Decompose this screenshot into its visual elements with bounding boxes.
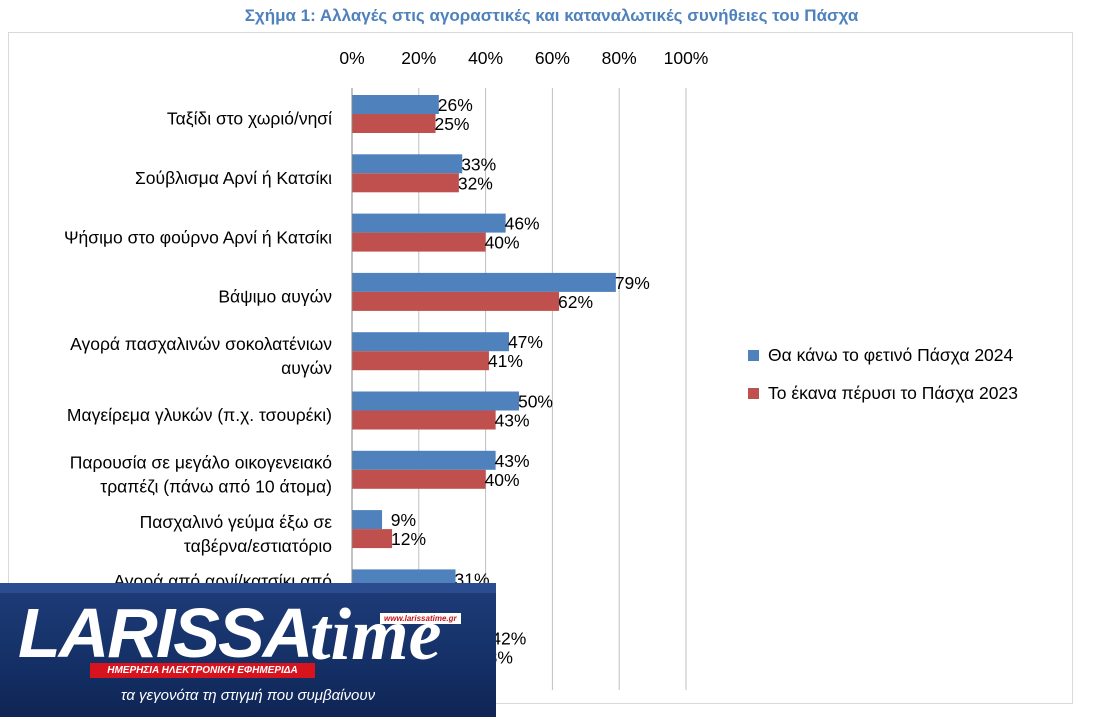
category-label: Παρουσία σε μεγάλο οικογενειακό bbox=[70, 452, 332, 472]
legend-label-2024: Θα κάνω το φετινό Πάσχα 2024 bbox=[768, 344, 1014, 365]
category-label: Σούβλισμα Αρνί ή Κατσίκι bbox=[135, 168, 332, 188]
category-label: αυγών bbox=[281, 358, 332, 378]
logo-url: www.larissatime.gr bbox=[380, 613, 461, 624]
data-label: 47% bbox=[508, 332, 543, 352]
x-tick-label: 60% bbox=[535, 48, 570, 68]
bar-2023 bbox=[352, 410, 496, 430]
data-label: 42% bbox=[491, 629, 526, 649]
data-label: 32% bbox=[458, 173, 493, 193]
legend-item-2024: Θα κάνω το φετινό Πάσχα 2024 bbox=[748, 336, 1018, 374]
bar-2024 bbox=[352, 154, 463, 174]
bar-2023 bbox=[352, 114, 436, 133]
bar-2024 bbox=[352, 391, 519, 411]
chart-legend: Θα κάνω το φετινό Πάσχα 2024 Το έκανα πέ… bbox=[748, 336, 1018, 412]
bar-2024 bbox=[352, 213, 506, 233]
data-label: 40% bbox=[485, 233, 520, 253]
category-label: Ψήσιμο στο φούρνο Αρνί ή Κατσίκι bbox=[64, 227, 332, 247]
logo-wordmark-accent: time bbox=[310, 594, 442, 676]
logo-tagline: τα γεγονότα τη στιγμή που συμβαίνουν bbox=[120, 687, 376, 704]
chart-frame bbox=[8, 32, 1073, 704]
category-label: Μαγείρεμα γλυκών (π.χ. τσουρέκι) bbox=[67, 405, 332, 425]
data-label: 46% bbox=[505, 214, 540, 234]
category-label: τραπέζι (πάνω από 10 άτομα) bbox=[100, 476, 332, 496]
logo-subtitle: ΗΜΕΡΗΣΙΑ ΗΛΕΚΤΡΟΝΙΚΗ ΕΦΗΜΕΡΙΔΑ bbox=[90, 663, 315, 678]
bar-2023 bbox=[352, 529, 393, 549]
category-label: Αγορά πασχαλινών σοκολατένιων bbox=[70, 334, 332, 354]
data-label: 79% bbox=[615, 273, 650, 293]
bar-2024 bbox=[352, 272, 616, 292]
category-label: Βάψιμο αυγών bbox=[218, 287, 332, 307]
bar-2023 bbox=[352, 173, 459, 193]
larissatime-logo-banner[interactable]: LARISSA time www.larissatime.gr ΗΜΕΡΗΣΙΑ… bbox=[0, 583, 496, 717]
category-label: ταβέρνα/εστιατόριο bbox=[184, 536, 332, 556]
data-label: 62% bbox=[558, 292, 593, 312]
chart-title: Σχήμα 1: Αλλαγές στις αγοραστικές και κα… bbox=[244, 6, 859, 25]
category-label: Πασχαλινό γεύμα έξω σε bbox=[140, 512, 333, 532]
data-label: 25% bbox=[434, 114, 469, 134]
data-label: 43% bbox=[495, 451, 530, 471]
bar-2023 bbox=[352, 232, 486, 252]
data-label: 12% bbox=[391, 529, 426, 549]
legend-item-2023: Το έκανα πέρυσι το Πάσχα 2023 bbox=[748, 374, 1018, 412]
logo-top-bar bbox=[0, 583, 496, 593]
bar-2023 bbox=[352, 291, 560, 311]
data-label: 41% bbox=[488, 351, 523, 371]
data-label: 43% bbox=[495, 411, 530, 431]
bar-2024 bbox=[352, 95, 439, 114]
legend-swatch-2024 bbox=[748, 349, 759, 361]
bar-2024 bbox=[352, 450, 496, 470]
data-label: 40% bbox=[485, 470, 520, 490]
x-tick-label: 0% bbox=[339, 48, 364, 68]
bar-2023 bbox=[352, 351, 489, 371]
data-label: 9% bbox=[391, 510, 416, 530]
bar-2023 bbox=[352, 469, 486, 489]
legend-label-2023: Το έκανα πέρυσι το Πάσχα 2023 bbox=[768, 382, 1018, 403]
x-tick-label: 100% bbox=[664, 48, 709, 68]
x-tick-label: 20% bbox=[401, 48, 436, 68]
data-label: 50% bbox=[518, 392, 553, 412]
category-label: Ταξίδι στο χωριό/νησί bbox=[167, 109, 332, 129]
bar-2024 bbox=[352, 510, 383, 530]
x-tick-label: 80% bbox=[602, 48, 637, 68]
x-tick-label: 40% bbox=[468, 48, 503, 68]
bar-2024 bbox=[352, 332, 509, 352]
logo-wordmark: LARISSA bbox=[18, 594, 313, 672]
data-label: 33% bbox=[461, 154, 496, 174]
data-label: 26% bbox=[438, 95, 473, 115]
legend-swatch-2023 bbox=[748, 387, 759, 399]
